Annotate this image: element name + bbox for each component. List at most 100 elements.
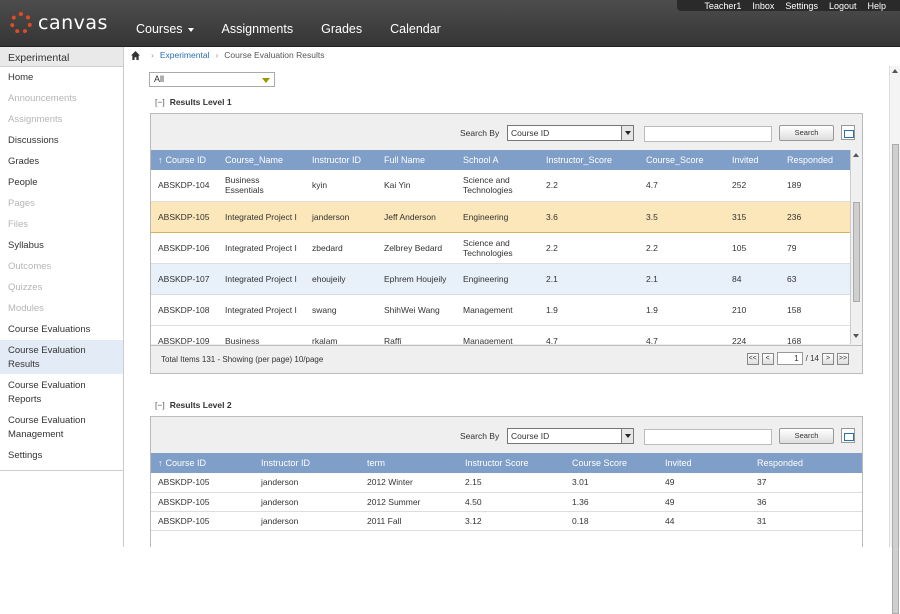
table-cell: Zelbrey Bedard [377, 232, 456, 264]
results-level-2-table: ↑ Course ID Instructor ID term Instructor Sc… [151, 453, 862, 531]
search-button[interactable]: Search [779, 428, 834, 444]
search-by-select[interactable]: Course ID [507, 125, 634, 141]
table-row[interactable]: ABSKDP-104 Business Essentials kyin Kai Yin… [151, 170, 851, 202]
column-header-instructor-score[interactable]: Instructor Score [458, 453, 565, 473]
print-icon[interactable] [841, 125, 855, 140]
table-row[interactable]: ABSKDP-109 Business rkalam Raffi Management 4… [151, 325, 851, 344]
results-level-2-heading[interactable]: [−] Results Level 2 [155, 400, 232, 410]
search-button[interactable]: Search [779, 125, 834, 141]
page-scrollbar[interactable] [889, 66, 900, 614]
search-input[interactable] [644, 126, 772, 142]
grid-scrollbar[interactable] [850, 150, 862, 344]
column-header-course-score[interactable]: Course_Score [639, 150, 725, 170]
home-icon[interactable] [131, 50, 140, 60]
column-header-full-name[interactable]: Full Name [377, 150, 456, 170]
help-link[interactable]: Help [867, 0, 886, 11]
column-header-instructor-id[interactable]: Instructor ID [254, 453, 360, 473]
results-level-2-panel: Search By Course ID Search ↑ Course ID Ins… [150, 416, 863, 548]
scroll-up-icon[interactable] [892, 69, 898, 73]
table-cell: kyin [305, 170, 377, 202]
sidebar-item-discussions[interactable]: Discussions [0, 130, 123, 151]
canvas-logo[interactable]: canvas [10, 12, 108, 34]
column-header-invited[interactable]: Invited [725, 150, 780, 170]
last-page-button[interactable]: >> [837, 352, 849, 365]
first-page-button[interactable]: << [746, 352, 759, 365]
results-level-1-heading[interactable]: [−] Results Level 1 [155, 97, 232, 107]
table-row[interactable]: ABSKDP-105 janderson 2012 Summer 4.50 1.36 49… [151, 492, 862, 512]
table-cell: Jeff Anderson [377, 200, 456, 233]
column-header-label: Course ID [165, 458, 207, 468]
nav-grades[interactable]: Grades [321, 22, 363, 36]
sidebar-item-assignments: Assignments [0, 109, 123, 130]
table-cell: Management [456, 325, 539, 344]
nav-courses[interactable]: Courses [136, 22, 194, 36]
sidebar-item-course-evaluations[interactable]: Course Evaluations [0, 319, 123, 340]
scroll-down-icon[interactable] [853, 334, 859, 338]
next-page-button[interactable]: > [822, 352, 834, 365]
sidebar-item-syllabus[interactable]: Syllabus [0, 235, 123, 256]
print-icon[interactable] [841, 428, 855, 443]
search-input[interactable] [644, 429, 772, 445]
sidebar-course-title[interactable]: Experimental [0, 47, 123, 67]
prev-page-button[interactable]: < [761, 352, 774, 365]
sidebar-item-grades[interactable]: Grades [0, 151, 123, 172]
search-by-select[interactable]: Course ID [507, 428, 634, 444]
column-header-course-id[interactable]: ↑ Course ID [151, 150, 218, 170]
table-cell: Science and Technologies [456, 170, 539, 202]
main-nav: Courses Assignments Grades Calendar [136, 22, 469, 36]
table-row[interactable]: ABSKDP-105 janderson 2011 Fall 3.12 0.18 44 31 [151, 511, 862, 531]
table-cell: 84 [725, 263, 780, 295]
dropdown-arrow-icon [621, 429, 633, 443]
column-header-responded[interactable]: Responded [750, 453, 862, 473]
sidebar-item-course-evaluation-management[interactable]: Course Evaluation Management [0, 410, 123, 445]
sidebar-item-outcomes: Outcomes [0, 256, 123, 277]
pager: Total Items 131 - Showing (per page) 10/… [151, 345, 862, 373]
collapse-toggle[interactable]: [−] [155, 400, 165, 410]
collapse-toggle[interactable]: [−] [155, 97, 165, 107]
sidebar-item-people[interactable]: People [0, 172, 123, 193]
page-number-input[interactable]: 1 [776, 352, 803, 365]
sidebar-item-home[interactable]: Home [0, 67, 123, 88]
inbox-link[interactable]: Inbox [752, 0, 775, 11]
scrollbar-thumb[interactable] [853, 202, 860, 302]
table-row[interactable]: ABSKDP-105 janderson 2012 Winter 2.15 3.01 49… [151, 473, 862, 493]
sidebar-item-pages: Pages [0, 193, 123, 214]
table-cell: 4.50 [458, 492, 565, 512]
results-level-1-panel: Search By Course ID Search ↑ Course ID Cou… [150, 113, 863, 374]
column-header-course-name[interactable]: Course_Name [218, 150, 305, 170]
table-cell: 105 [725, 232, 780, 264]
column-header-responded[interactable]: Responded [780, 150, 851, 170]
table-cell: 2.1 [539, 263, 639, 295]
scroll-up-icon[interactable] [853, 153, 859, 157]
nav-assignments[interactable]: Assignments [221, 22, 294, 36]
sidebar-item-course-evaluation-results[interactable]: Course Evaluation Results [0, 340, 123, 375]
column-header-school-a[interactable]: School A [456, 150, 539, 170]
table-cell: 44 [658, 511, 750, 531]
user-name-link[interactable]: Teacher1 [704, 0, 742, 11]
column-header-course-score[interactable]: Course Score [565, 453, 658, 473]
filter-select[interactable]: All [149, 72, 275, 87]
column-header-course-id[interactable]: ↑ Course ID [151, 453, 254, 473]
column-header-term[interactable]: term [360, 453, 458, 473]
logout-link[interactable]: Logout [828, 0, 857, 11]
table-cell: ehoujeily [305, 263, 377, 295]
breadcrumb-course[interactable]: Experimental [159, 50, 210, 60]
nav-calendar[interactable]: Calendar [390, 22, 441, 36]
table-cell: 3.5 [639, 200, 725, 233]
sidebar-item-settings[interactable]: Settings [0, 445, 123, 466]
column-header-instructor-score[interactable]: Instructor_Score [539, 150, 639, 170]
table-cell: 236 [780, 200, 851, 233]
table-cell: 0.18 [565, 511, 658, 531]
column-header-label: Course ID [165, 155, 207, 165]
table-cell: 63 [780, 263, 851, 295]
column-header-invited[interactable]: Invited [658, 453, 750, 473]
column-header-instructor-id[interactable]: Instructor ID [305, 150, 377, 170]
scrollbar-thumb[interactable] [892, 144, 899, 614]
settings-link[interactable]: Settings [785, 0, 818, 11]
sidebar-item-course-evaluation-reports[interactable]: Course Evaluation Reports [0, 375, 123, 410]
table-cell: janderson [254, 473, 360, 493]
